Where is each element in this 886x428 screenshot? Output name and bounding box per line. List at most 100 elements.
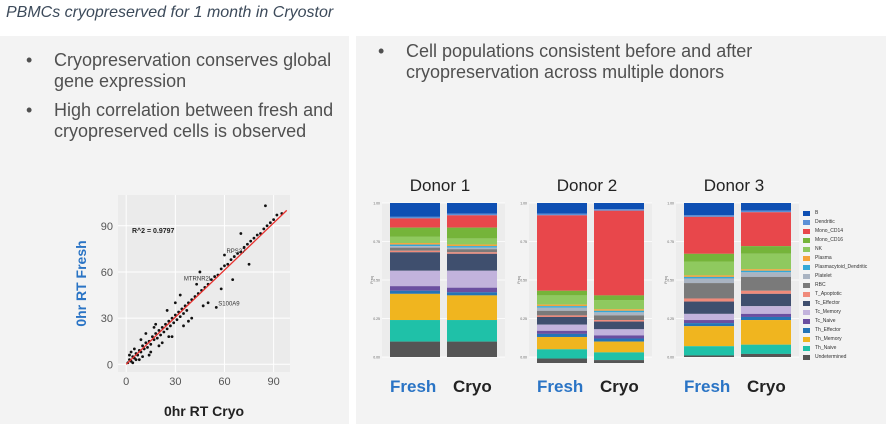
bar-segment [537,315,587,317]
bar-segment [390,216,440,219]
bar-segment [390,320,440,342]
donor-1-title: Donor 1 [409,176,471,195]
bar-segment [684,215,734,217]
scatter-point [170,335,174,338]
scatter-point [246,242,249,246]
bar-segment [390,252,440,271]
bar-segment [594,210,644,296]
legend-swatch [803,355,810,360]
legend-swatch [803,328,810,333]
bar-segment [594,315,644,321]
bar-segment [684,203,734,216]
scatter-point [144,341,148,345]
bar-segment [684,346,734,356]
bar-y-tick-label: 1.00 [667,202,674,206]
bullet-text: Cell populations consistent before and a… [406,41,753,82]
bar-segment [537,304,587,307]
bar-segment [447,295,497,321]
bar-segment [537,310,587,316]
scatter-point [255,233,259,237]
bar-segment [537,215,587,291]
scatter-x-tick-label: 30 [169,376,181,388]
scatter-point-label: S100A9 [218,301,240,307]
donor-1-fresh-label: Fresh [390,377,437,396]
scatter-point [159,333,162,337]
bar-segment [447,292,497,296]
scatter-point [128,353,131,357]
bar-segment [447,270,497,288]
bar-segment [594,341,644,353]
bullet-text: Cryopreservation conserves global gene e… [54,50,332,91]
scatter-point [172,321,176,325]
bar-segment [684,320,734,324]
scatter-point [223,264,226,268]
bar-segment [537,290,587,296]
bar-segment [741,203,791,211]
bar-segment [447,320,497,342]
bar-y-tick-label: 0.50 [520,279,527,283]
bar-y-tick-label: 0.25 [520,317,527,321]
bar-segment [537,203,587,214]
scatter-y-tick-label: 30 [101,313,113,325]
bar-segment [390,247,440,251]
bar-segment [594,312,644,316]
bar-segment [447,238,497,245]
bar-segment [447,215,497,228]
bar-y-tick-label: 0.25 [373,317,380,321]
bar-y-tick-label: 0.75 [520,240,527,244]
scatter-point [242,245,246,249]
scatter-point [144,332,148,335]
scatter-point [219,287,223,291]
scatter-point [219,267,223,271]
scatter-point [178,293,182,297]
scatter-point [141,344,144,348]
donor-1-cryo-label: Cryo [453,377,492,396]
bar-segment [684,283,734,299]
bar-segment [537,333,587,337]
donor-2-stacked-bar-chart: 0.00 0.25 0.50 0.75 1.00 Freq [517,202,652,363]
bar-segment [741,293,791,307]
bar-segment [741,270,791,273]
bar-segment [447,253,497,271]
scatter-point [185,309,189,312]
bar-segment [684,261,734,276]
donor-3-stacked-bar-chart: 0.00 0.25 0.50 0.75 1.00 Freq [664,202,799,360]
scatter-point [169,324,172,328]
scatter-r-squared-annotation: R^2 = 0.9797 [132,227,175,235]
scatter-fit-line [125,209,288,365]
scatter-point [165,309,169,312]
bar-y-tick-label: 0.00 [373,356,380,360]
bar-segment [684,278,734,284]
scatter-y-tick-label: 0 [107,359,113,371]
bar-segment [684,313,734,321]
bar-segment [741,316,791,321]
legend-swatch [803,238,810,243]
scatter-point [137,358,141,362]
bar-segment [741,276,791,291]
bar-segment [537,307,587,311]
bar-segment [741,212,791,247]
scatter-point [162,330,166,334]
scatter-point [134,358,138,362]
scatter-point [139,338,143,342]
bar-segment [390,236,440,244]
donor-2-fresh-label: Fresh [537,377,584,396]
bar-segment [594,321,644,330]
scatter-point [214,305,218,309]
bar-y-axis-title: Freq [517,276,521,283]
legend-label: Mono_CD14 [815,228,844,234]
bar-segment [684,301,734,314]
bullet-item: • Cell populations consistent before and … [374,41,874,83]
bar-segment [390,243,440,245]
legend-swatch [803,337,810,342]
scatter-point [247,262,251,266]
scatter-point [157,344,161,348]
bar-segment [594,329,644,336]
bar-y-tick-label: 0.00 [667,356,674,360]
scatter-point [275,213,279,217]
legend-swatch [803,283,810,288]
legend-swatch [803,265,810,270]
bar-segment [741,246,791,254]
bar-segment [390,341,440,357]
donor-3-title: Donor 3 [703,176,765,195]
